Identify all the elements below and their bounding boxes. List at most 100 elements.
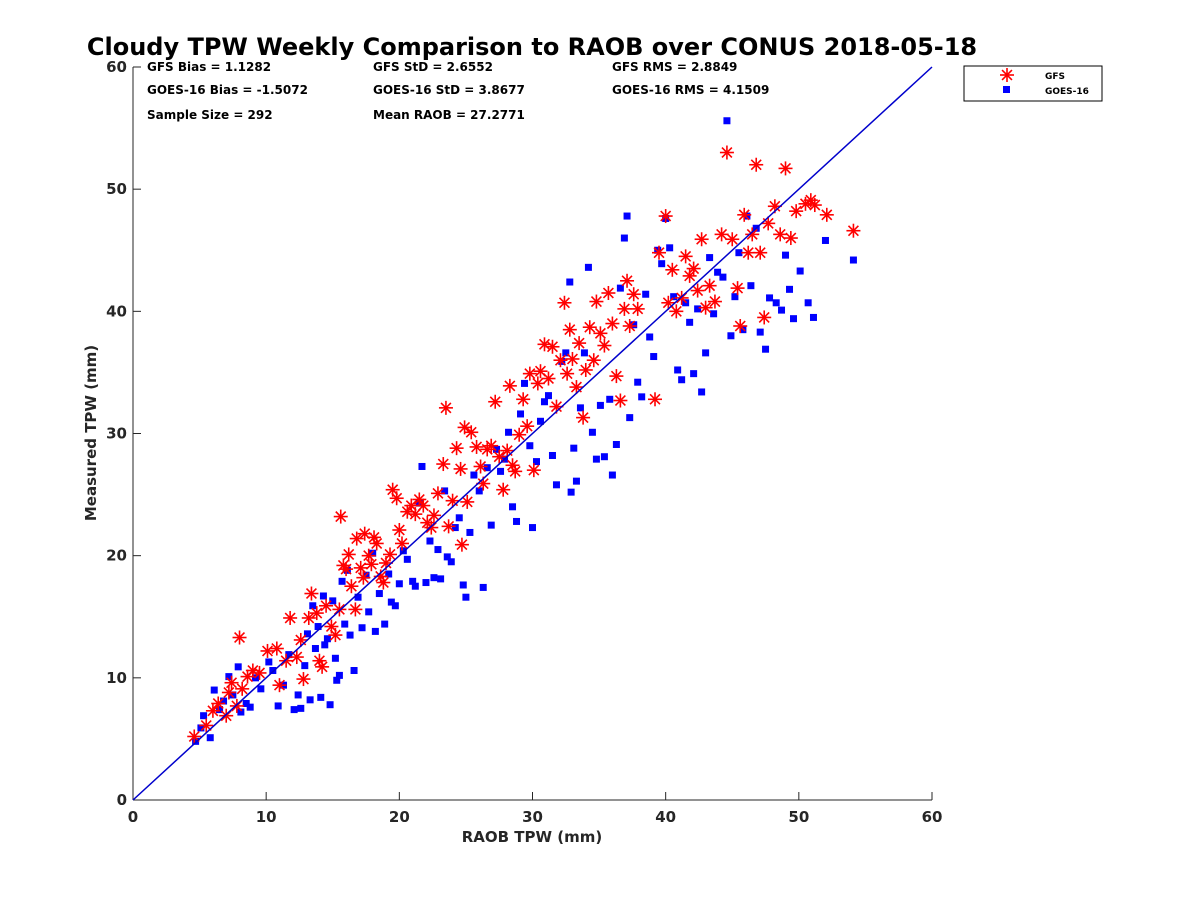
goes16-point: [350, 667, 358, 675]
one-to-one-line: [132, 66, 933, 801]
x-tick-label: 0: [128, 808, 138, 826]
gfs-point-stroke: [618, 303, 630, 315]
gfs-point: [690, 283, 705, 298]
goes16-point: [225, 673, 233, 681]
goes16-point: [567, 488, 575, 496]
goes16-point: [544, 392, 552, 400]
goes16-point: [592, 455, 600, 463]
gfs-point: [245, 663, 260, 678]
gfs-point: [426, 508, 441, 523]
gfs-point-stroke: [584, 321, 596, 333]
gfs-point-stroke: [387, 484, 399, 496]
goes16-point: [706, 254, 714, 262]
gfs-point: [453, 461, 468, 476]
goes16-point: [772, 299, 780, 307]
goes16-point: [778, 306, 786, 314]
goes16-point: [509, 503, 517, 511]
y-tick-label: 0: [117, 791, 127, 809]
gfs-point-stroke: [738, 209, 750, 221]
goes16-point: [766, 294, 774, 302]
gfs-point-stroke: [594, 327, 606, 339]
gfs-point-stroke: [489, 396, 501, 408]
stats-panel: GFS Bias = 1.1282 GOES-16 Bias = -1.5072…: [147, 60, 769, 122]
gfs-point: [376, 575, 391, 590]
goes16-point: [674, 366, 682, 374]
x-tick-label: 60: [922, 808, 943, 826]
gfs-point: [557, 295, 572, 310]
gfs-point-stroke: [329, 629, 341, 641]
goes16-point: [329, 597, 337, 605]
x-axis-label: RAOB TPW (mm): [462, 828, 603, 846]
gfs-point-stroke: [311, 607, 323, 619]
gfs-point: [187, 729, 202, 744]
goes16-point: [670, 293, 678, 301]
goes16-point: [821, 236, 829, 244]
goes16-point: [443, 553, 451, 561]
goes16-point: [451, 524, 459, 532]
gfs-point-stroke: [588, 354, 600, 366]
goes16-point: [319, 592, 327, 600]
gfs-point-stroke: [513, 429, 525, 441]
goes16-point: [548, 451, 556, 459]
goes16-point: [269, 667, 277, 675]
goes16-point: [200, 712, 208, 720]
goes16-point: [297, 704, 305, 712]
goes16-point: [301, 662, 309, 670]
gfs-point-stroke: [368, 531, 380, 543]
gfs-point-stroke: [212, 697, 224, 710]
gfs-point: [445, 493, 460, 508]
gfs-point-stroke: [461, 496, 473, 508]
goes16-point: [333, 676, 341, 684]
gfs-point-stroke: [291, 651, 303, 663]
gfs-point: [460, 494, 475, 509]
goes16-point: [702, 349, 710, 357]
gfs-point-stroke: [750, 159, 762, 171]
gfs-point: [694, 232, 709, 247]
gfs-point: [441, 519, 456, 534]
goes16-point: [849, 256, 857, 264]
gfs-point: [394, 536, 409, 551]
gfs-point-stroke: [437, 458, 449, 470]
gfs-point-stroke: [443, 520, 455, 532]
gfs-point: [272, 678, 287, 693]
gfs-point: [269, 641, 284, 656]
y-tick-label: 20: [106, 547, 127, 565]
gfs-point-stroke: [742, 247, 754, 259]
legend-box: [963, 65, 1103, 102]
goes16-point: [314, 623, 322, 631]
gfs-point-stroke: [188, 730, 200, 742]
gfs-point: [665, 262, 680, 277]
gfs-point-stroke: [561, 368, 573, 380]
gfs-point-stroke: [284, 612, 296, 624]
gfs-point: [496, 482, 511, 497]
gfs-point-stroke: [409, 508, 421, 520]
gfs-point: [199, 718, 214, 733]
gfs-point-stroke: [417, 500, 429, 512]
gfs-point: [630, 301, 645, 316]
gfs-point-stroke: [340, 563, 352, 575]
gfs-point: [749, 157, 764, 172]
goes16-point: [422, 579, 430, 587]
goes16-point: [385, 570, 393, 578]
gfs-point-stroke: [375, 570, 387, 582]
goes16-point: [335, 671, 343, 679]
gfs-point: [601, 286, 616, 301]
goes16-point: [756, 328, 764, 336]
gfs-point: [469, 439, 484, 454]
gfs-point-stroke: [621, 275, 633, 287]
goes16-point: [576, 404, 584, 412]
gfs-point: [669, 304, 684, 319]
gfs-point-stroke: [451, 442, 463, 454]
goes16-point: [381, 620, 389, 628]
gfs-point: [408, 507, 423, 522]
gfs-point: [383, 547, 398, 562]
gfs-point: [761, 216, 776, 231]
gfs-point-stroke: [405, 500, 417, 512]
goes16-point: [462, 593, 470, 601]
gfs-point: [356, 570, 371, 585]
goes16-point: [309, 602, 317, 610]
gfs-point-stroke: [614, 394, 626, 407]
goes16-point: [338, 577, 346, 585]
gfs-point-stroke: [413, 493, 425, 505]
goes16-point: [466, 528, 474, 536]
